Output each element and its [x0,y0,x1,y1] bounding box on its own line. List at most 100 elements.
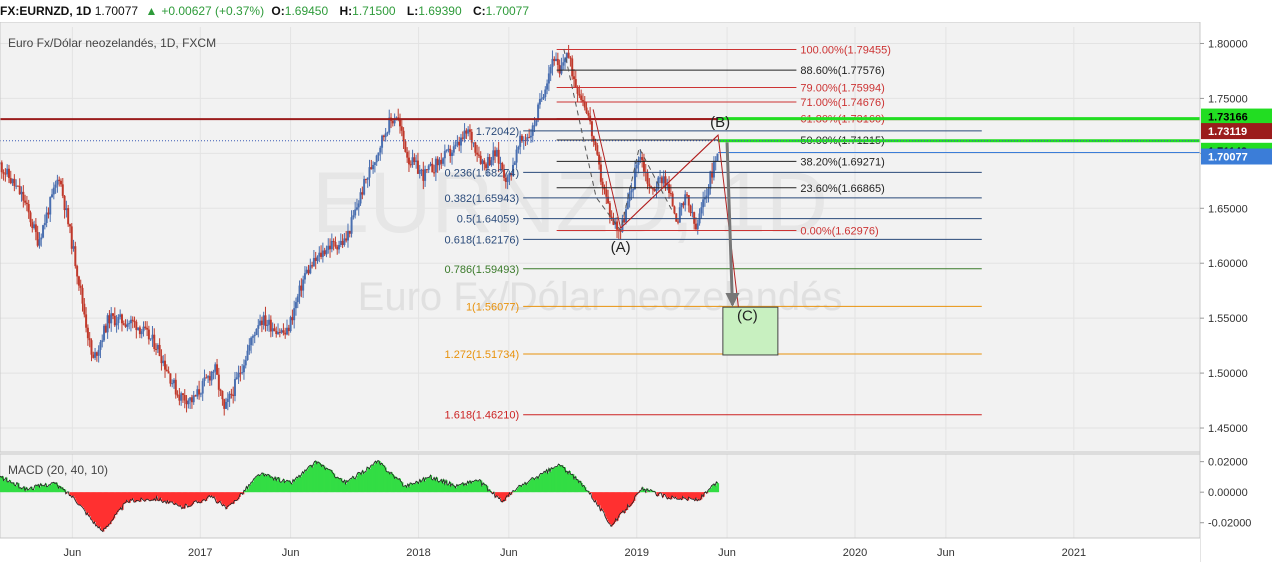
candle-body [372,164,375,170]
macd-bar [257,475,259,493]
macd-bar [667,492,669,500]
candle-body [54,184,57,188]
macd-bar [645,492,648,493]
candle-body [712,162,715,178]
macd-bar [626,492,629,511]
price-tick-label: 1.50000 [1208,368,1248,380]
macd-bar [20,487,22,493]
macd-bar [614,492,617,523]
candle-body [268,319,271,325]
macd-bar [425,477,428,493]
candle-body [302,279,305,291]
candle-body [415,160,418,163]
macd-bar [566,470,569,493]
macd-bar [160,492,162,499]
macd-bar [182,492,185,508]
candle-body [409,164,412,166]
macd-bar [55,483,57,493]
macd-bar [461,483,464,493]
candle-body [581,99,584,102]
macd-bar [480,480,483,493]
macd-bar [484,484,486,493]
macd-bar [491,492,494,493]
candle-body [345,238,348,241]
candle-body [655,188,658,191]
candle-body [477,154,480,156]
macd-bar [573,478,576,493]
macd-bar [630,492,632,506]
chart-canvas[interactable]: EURNZD, 1D Euro Fx/Dólar neozelandés 100… [0,22,1274,588]
candle-body [495,149,498,157]
macd-bar [49,484,51,493]
macd-bar [162,492,165,503]
candle-body [494,150,497,157]
macd-bar [304,469,307,493]
macd-bar [481,485,484,493]
candle-body [702,199,705,208]
macd-bar [689,492,692,499]
price-axis[interactable]: 1.800001.750001.700001.650001.600001.550… [1199,22,1274,588]
time-axis[interactable]: Jun 2017 Jun 2018 Jun 2019 Jun 2020 Jun 2021 [0,537,1200,588]
candle-body [338,244,341,250]
candle-body [330,240,333,250]
candle-body [131,319,134,322]
candle-body [6,168,9,175]
macd-bar [110,492,112,525]
candle-body [260,320,263,325]
candle-body [343,238,346,245]
macd-bar [606,492,608,519]
candle-body [621,219,624,232]
candle-body [47,212,50,215]
macd-bar [16,482,19,493]
timeframe-label[interactable]: 1D [76,4,92,18]
candle-body [572,76,575,80]
candle-body [472,142,475,144]
macd-bar [582,486,584,493]
candle-body [666,184,669,186]
macd-bar [181,492,184,509]
macd-bar [246,486,248,493]
macd-bar [593,492,595,500]
macd-bar [212,492,215,498]
price-change: +0.00627 (+0.37%) [161,4,265,18]
macd-bar [21,488,24,493]
candle-body [685,194,688,196]
macd-bar [179,492,181,507]
macd-bar [35,484,38,493]
macd-bar [197,492,199,503]
candle-body [158,344,161,357]
macd-bar [495,492,497,498]
macd-bar [261,472,264,493]
macd-bar [438,482,441,493]
macd-bar [126,492,129,501]
macd-bar [395,476,398,493]
macd-bar [333,473,336,493]
macd-bar [166,492,168,504]
candle-body [228,393,231,399]
macd-bar [148,492,150,500]
macd-bar [309,465,312,493]
macd-bar [208,492,210,497]
macd-bar [691,492,693,499]
wave-label-a: (A) [611,239,631,256]
candle-body [669,193,672,195]
candle-body [242,365,245,373]
candle-body [235,377,238,380]
symbol-name[interactable]: FX:EURNZD [0,4,70,18]
fib-extension-label: 0.236(1.68274) [445,167,520,179]
candle-body [556,58,559,65]
candle-body [675,213,678,222]
candle-body [571,58,574,77]
candle-body [74,246,77,267]
candle-body [608,203,611,217]
macd-bar [572,474,575,493]
candle-body [110,313,113,324]
macd-bar [150,492,153,501]
macd-bar [342,481,344,493]
macd-bar [325,469,327,493]
macd-bar [273,480,276,493]
macd-bar [401,482,404,493]
macd-bar [686,492,688,500]
candle-body [187,400,190,405]
macd-bar [517,487,520,493]
